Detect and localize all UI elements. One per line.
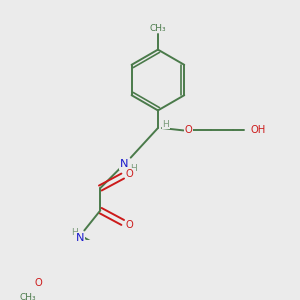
Text: N: N <box>76 233 85 243</box>
Text: O: O <box>125 169 133 178</box>
Text: O: O <box>184 125 192 135</box>
Text: N: N <box>120 159 129 169</box>
Text: H: H <box>163 119 169 128</box>
Text: CH₃: CH₃ <box>150 23 166 32</box>
Text: H: H <box>71 228 78 237</box>
Text: OH: OH <box>251 125 266 135</box>
Text: CH₃: CH₃ <box>19 293 36 300</box>
Text: H: H <box>130 164 137 172</box>
Text: O: O <box>34 278 42 288</box>
Text: O: O <box>125 220 133 230</box>
